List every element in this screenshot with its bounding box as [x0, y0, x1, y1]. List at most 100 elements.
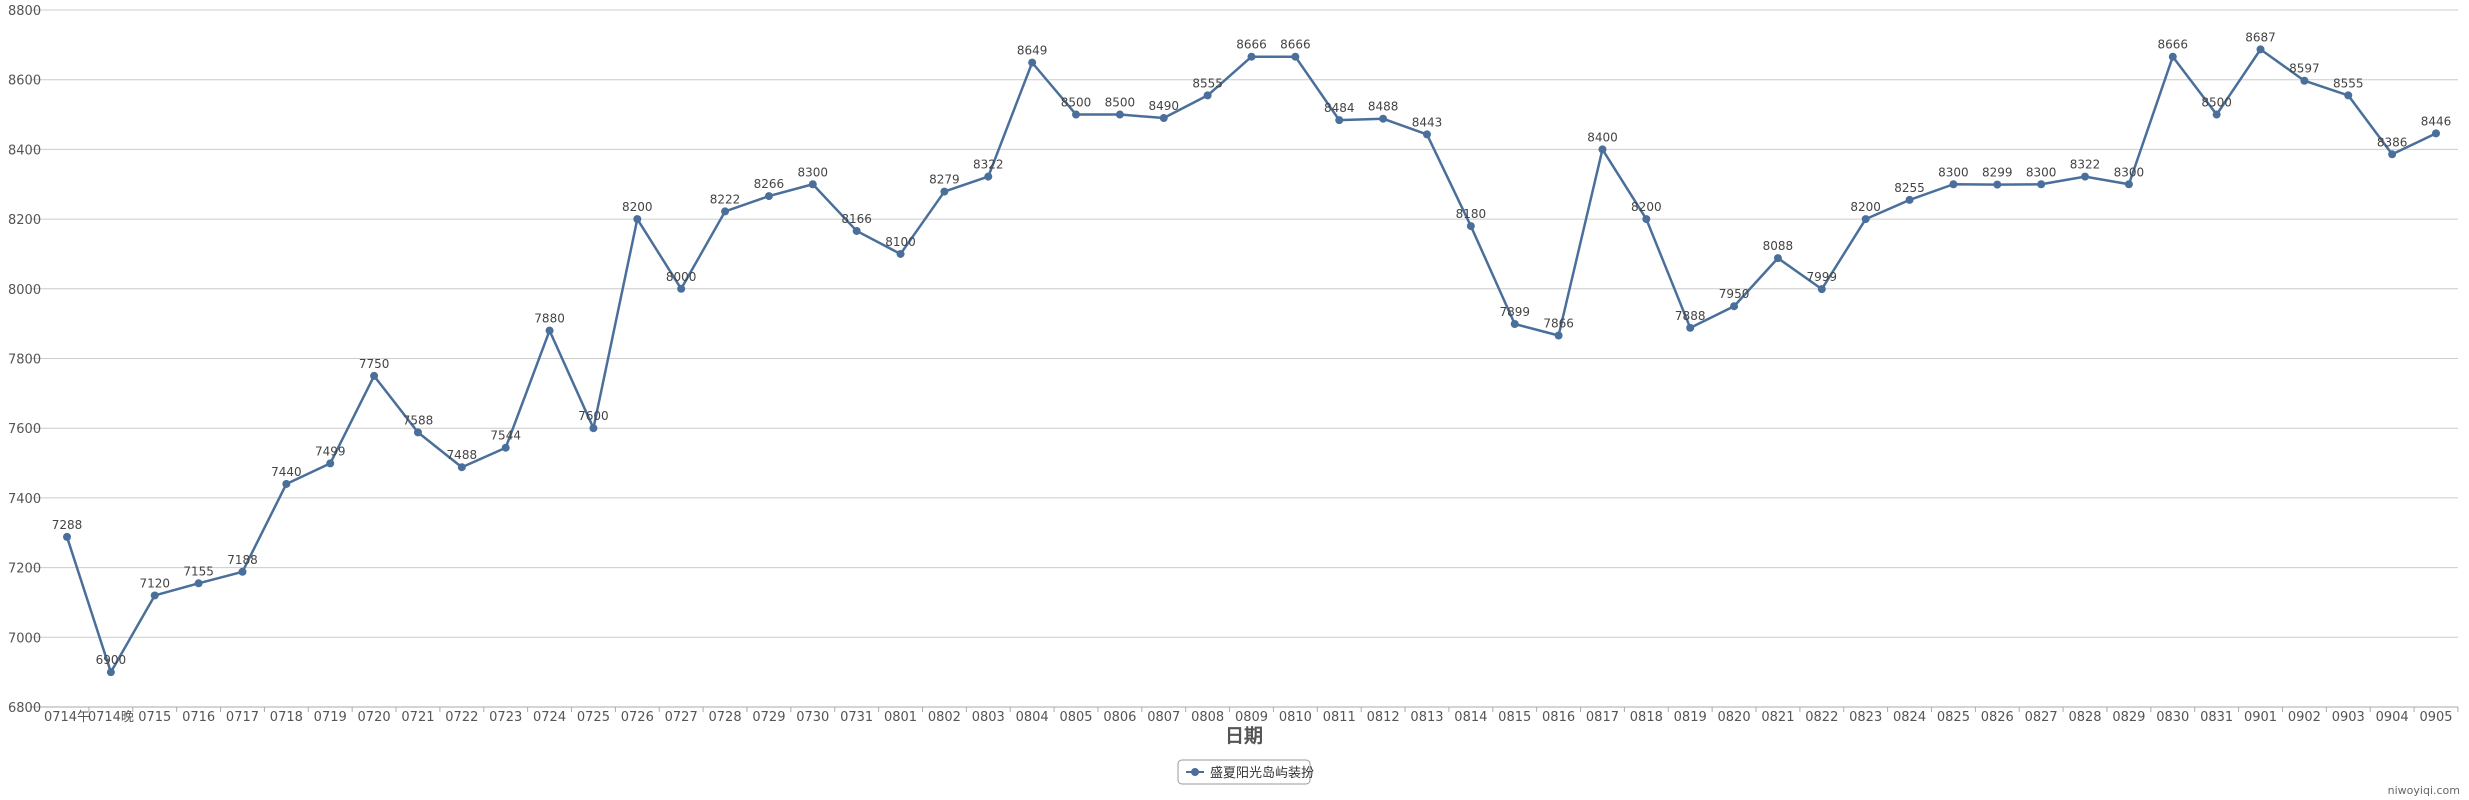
data-point[interactable] — [1028, 58, 1037, 67]
x-tick-label: 0830 — [2156, 710, 2189, 725]
data-point[interactable] — [2344, 91, 2353, 100]
data-point[interactable] — [2388, 150, 2397, 159]
data-label: 8500 — [2201, 96, 2232, 110]
x-tick-label: 0715 — [138, 710, 171, 725]
data-point[interactable] — [1554, 331, 1563, 340]
x-tick-label: 0825 — [1937, 710, 1970, 725]
data-labels: 7288 6900 7120 7155 7188 7440 7499 7750 7588 7488… — [52, 30, 2452, 667]
data-point[interactable] — [1422, 130, 1431, 139]
data-point[interactable] — [764, 192, 773, 201]
data-point[interactable] — [1598, 145, 1607, 154]
data-point[interactable] — [2168, 52, 2177, 61]
data-label: 8100 — [885, 235, 916, 249]
data-label: 8322 — [973, 158, 1004, 172]
data-label: 8255 — [1894, 181, 1925, 195]
data-point[interactable] — [194, 579, 203, 588]
data-point[interactable] — [940, 187, 949, 196]
data-point[interactable] — [2081, 172, 2090, 181]
legend[interactable]: 盛夏阳光岛屿装扮 — [1177, 759, 1314, 785]
x-tick-label: 0717 — [226, 710, 259, 725]
data-label: 8300 — [1938, 165, 1969, 179]
data-point[interactable] — [501, 443, 510, 452]
data-point[interactable] — [106, 668, 115, 677]
x-tick-label: 0727 — [665, 710, 698, 725]
data-point[interactable] — [238, 567, 247, 576]
data-point[interactable] — [326, 459, 335, 468]
data-point[interactable] — [413, 428, 422, 437]
data-point[interactable] — [2212, 110, 2221, 119]
data-point[interactable] — [1466, 222, 1475, 231]
data-point[interactable] — [457, 463, 466, 472]
x-tick-label: 0725 — [577, 710, 610, 725]
data-point[interactable] — [1379, 114, 1388, 123]
data-point[interactable] — [1072, 110, 1081, 119]
data-label: 8555 — [2333, 76, 2364, 90]
data-point[interactable] — [1773, 254, 1782, 263]
data-label: 8500 — [1061, 96, 1092, 110]
data-point[interactable] — [1861, 215, 1870, 224]
x-tick-label: 0824 — [1893, 710, 1926, 725]
data-point[interactable] — [1247, 52, 1256, 61]
x-tick-label: 0813 — [1410, 710, 1443, 725]
x-tick-label: 0810 — [1279, 710, 1312, 725]
data-label: 7288 — [52, 518, 83, 532]
data-point[interactable] — [1159, 114, 1168, 123]
x-tick-label: 0905 — [2419, 710, 2452, 725]
data-point[interactable] — [2037, 180, 2046, 189]
data-label: 8597 — [2289, 62, 2320, 76]
data-point[interactable] — [589, 424, 598, 433]
data-point[interactable] — [633, 215, 642, 224]
data-point[interactable] — [1203, 91, 1212, 100]
data-point[interactable] — [677, 284, 686, 293]
data-point[interactable] — [1686, 323, 1695, 332]
data-point[interactable] — [63, 532, 71, 541]
data-point[interactable] — [1730, 302, 1739, 311]
x-tick-label: 0822 — [1805, 710, 1838, 725]
data-point[interactable] — [2300, 76, 2309, 85]
data-point[interactable] — [808, 180, 817, 189]
data-label: 8443 — [1412, 115, 1443, 129]
data-point[interactable] — [896, 249, 905, 258]
data-point[interactable] — [1817, 285, 1826, 294]
data-point[interactable] — [1905, 195, 1914, 204]
x-tick-label: 0901 — [2244, 710, 2277, 725]
data-label: 8484 — [1324, 101, 1355, 115]
x-axis-title: 日期 — [1225, 725, 1263, 747]
x-tick-label: 0803 — [972, 710, 1005, 725]
data-label: 8200 — [1631, 200, 1662, 214]
data-point[interactable] — [852, 226, 861, 235]
data-point[interactable] — [150, 591, 159, 600]
data-point[interactable] — [1115, 110, 1124, 119]
data-label: 7899 — [1499, 305, 1530, 319]
x-tick-label: 0805 — [1059, 710, 1092, 725]
data-point[interactable] — [1510, 319, 1519, 328]
data-point[interactable] — [545, 326, 554, 335]
data-point[interactable] — [1642, 215, 1651, 224]
data-point[interactable] — [1949, 180, 1958, 189]
data-label: 8488 — [1368, 100, 1399, 114]
legend-marker-icon — [1191, 768, 1199, 776]
data-label: 8666 — [1236, 38, 1267, 52]
data-point[interactable] — [721, 207, 730, 216]
x-tick-label: 0730 — [796, 710, 829, 725]
x-tick-label: 0808 — [1191, 710, 1224, 725]
data-point[interactable] — [984, 172, 993, 181]
data-point[interactable] — [1335, 116, 1344, 125]
data-point[interactable] — [1291, 52, 1300, 61]
x-tick-label: 0806 — [1103, 710, 1136, 725]
data-label: 8300 — [2026, 165, 2057, 179]
data-label: 6900 — [96, 653, 127, 667]
data-label: 8666 — [2158, 38, 2189, 52]
grid-lines — [30, 9, 2458, 708]
data-point[interactable] — [282, 479, 291, 488]
data-point[interactable] — [2124, 180, 2133, 189]
x-tick-label: 0726 — [621, 710, 654, 725]
legend-box[interactable] — [1177, 759, 1311, 785]
data-point[interactable] — [370, 371, 379, 380]
y-tick-label: 6800 — [8, 701, 41, 716]
data-point[interactable] — [2256, 45, 2265, 54]
data-point[interactable] — [2432, 129, 2440, 138]
data-point[interactable] — [1993, 180, 2002, 189]
x-tick-label: 0723 — [489, 710, 522, 725]
x-tick-label: 0820 — [1718, 710, 1751, 725]
